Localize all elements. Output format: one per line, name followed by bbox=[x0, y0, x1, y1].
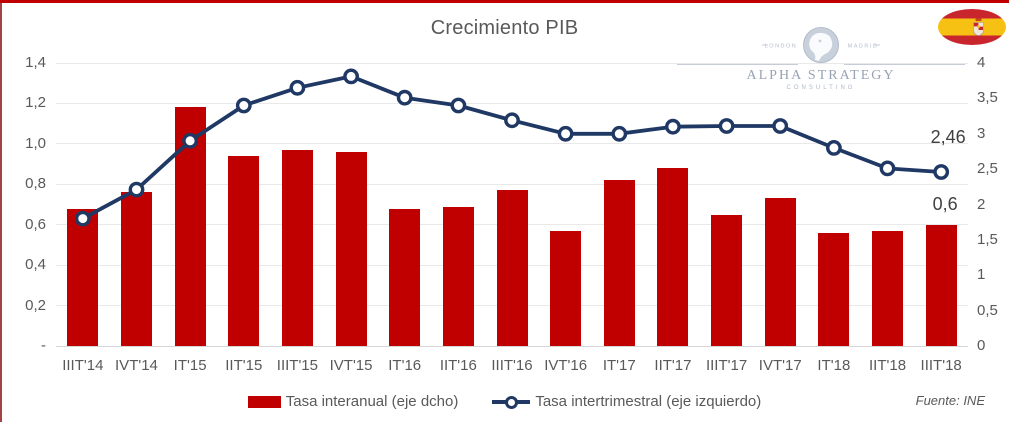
gridline-0-8 bbox=[56, 183, 968, 185]
y-axis-right-label-1-5: 1,5 bbox=[977, 230, 998, 248]
line-marker-IIT-17 bbox=[665, 118, 681, 135]
y-axis-left-label-1-0: 1,0 bbox=[25, 134, 46, 152]
y-axis-right-label-2-5: 2,5 bbox=[977, 160, 998, 178]
x-axis-label-IIIT-14: IIIT'14 bbox=[62, 357, 104, 374]
line-marker-IVT-15 bbox=[343, 68, 359, 85]
company-logo: LONDON MADRID bbox=[677, 27, 965, 65]
bar-IT-17 bbox=[603, 180, 635, 346]
annotation-line-last: 2,46 bbox=[930, 126, 966, 147]
y-axis-right-label-2: 2 bbox=[977, 195, 986, 213]
bar-IVT-14 bbox=[120, 192, 152, 346]
bar-IIIT-16 bbox=[496, 190, 528, 346]
line-marker-IT-18 bbox=[826, 139, 842, 156]
logo-subtitle: CONSULTING bbox=[786, 85, 856, 91]
source-note: Fuente: INE bbox=[915, 393, 985, 408]
line-marker-IIT-18 bbox=[879, 160, 896, 177]
gridline-0 bbox=[56, 345, 968, 347]
lion-head-glyph bbox=[809, 32, 833, 61]
y-axis-left-label-0-4: 0,4 bbox=[25, 256, 46, 274]
gridline-1-2 bbox=[56, 102, 968, 104]
bar-IIT-16 bbox=[442, 206, 474, 346]
flag-crest-icon bbox=[973, 18, 984, 36]
y-axis-left-label-: - bbox=[41, 337, 46, 354]
y-axis-right-label-3-5: 3,5 bbox=[977, 89, 998, 107]
x-axis-label-IIIT-18: IIIT'18 bbox=[920, 357, 962, 374]
y-axis-left-label-1-4: 1,4 bbox=[25, 54, 46, 71]
line-marker-IIIT-15 bbox=[289, 79, 306, 96]
legend: Tasa interanual (eje dcho) Tasa intertrim… bbox=[0, 393, 1009, 410]
line-series bbox=[80, 74, 944, 221]
bar-IVT-15 bbox=[335, 151, 367, 346]
line-marker-IVT-17 bbox=[772, 118, 789, 134]
y-axis-right-label-4: 4 bbox=[977, 54, 986, 71]
logo-name: ALPHA STRATEGY bbox=[746, 68, 896, 83]
y-axis-right-label-3: 3 bbox=[977, 124, 986, 142]
gridline-1-4 bbox=[56, 62, 968, 64]
x-axis-label-IVT-16: IVT'16 bbox=[544, 357, 588, 374]
legend-label: Tasa intertrimestral (eje izquierdo) bbox=[535, 393, 762, 410]
y-axis-right-label-1: 1 bbox=[977, 266, 986, 284]
bar-IVT-16 bbox=[550, 230, 582, 346]
chart-title: Crecimiento PIB bbox=[430, 17, 579, 39]
legend-line-marker-icon bbox=[492, 395, 531, 409]
bar-IIIT-15 bbox=[281, 149, 313, 346]
x-axis-label-IIIT-16: IIIT'16 bbox=[491, 357, 533, 374]
line-marker-IVT-14 bbox=[128, 181, 145, 198]
bar-IVT-17 bbox=[764, 198, 796, 346]
y-axis-left-label-0-2: 0,2 bbox=[25, 296, 46, 314]
line-marker-IT-17 bbox=[611, 125, 628, 142]
y-axis-left-label-1-2: 1,2 bbox=[25, 94, 46, 112]
x-axis-label-IT-17: IT'17 bbox=[602, 357, 636, 374]
x-axis-label-IIT-16: IIT'16 bbox=[439, 357, 477, 374]
logo-city-left: LONDON bbox=[765, 44, 798, 50]
line-marker-IIT-16 bbox=[450, 97, 467, 114]
line-marker-IT-15 bbox=[182, 132, 199, 149]
x-axis-label-IIT-17: IIT'17 bbox=[654, 357, 692, 374]
bar-IIT-15 bbox=[228, 155, 260, 346]
line-marker-IIIT-18 bbox=[933, 164, 950, 180]
gridline-1 bbox=[56, 143, 968, 145]
legend-item-line: Tasa intertrimestral (eje izquierdo) bbox=[492, 393, 761, 410]
legend-item-bar: Tasa interanual (eje dcho) bbox=[247, 393, 459, 410]
legend-line-dot bbox=[505, 395, 519, 409]
line-marker-IIT-15 bbox=[235, 97, 252, 114]
bar-IIIT-17 bbox=[711, 214, 743, 346]
lion-eye bbox=[818, 39, 822, 43]
logo-city-right: MADRID bbox=[848, 44, 879, 50]
line-marker-IIIT-17 bbox=[718, 118, 735, 134]
bar-IIT-17 bbox=[657, 168, 689, 346]
bar-IIIT-14 bbox=[67, 208, 99, 346]
y-axis-right-label-0-5: 0,5 bbox=[977, 301, 998, 319]
bar-IT-18 bbox=[818, 232, 850, 346]
x-axis-label-IT-16: IT'16 bbox=[388, 357, 422, 374]
x-axis-label-IIIT-15: IIIT'15 bbox=[276, 357, 318, 374]
x-axis-label-IVT-14: IVT'14 bbox=[115, 357, 158, 374]
line-marker-IIIT-16 bbox=[504, 112, 520, 129]
bar-IIT-18 bbox=[872, 230, 904, 346]
top-accent-bar bbox=[0, 0, 1009, 3]
y-axis-left-label-0-6: 0,6 bbox=[25, 215, 46, 233]
spain-flag-icon bbox=[938, 9, 1006, 45]
x-axis-label-IVT-17: IVT'17 bbox=[758, 357, 802, 374]
line-marker-IVT-16 bbox=[557, 125, 574, 142]
bar-IIIT-18 bbox=[925, 224, 957, 346]
x-axis-label-IIIT-17: IIIT'17 bbox=[705, 357, 748, 374]
y-axis-left-label-0-8: 0,8 bbox=[25, 175, 46, 193]
x-axis-label-IIT-18: IIT'18 bbox=[869, 357, 907, 374]
x-axis-label-IT-15: IT'15 bbox=[173, 357, 207, 374]
legend-label: Tasa interanual (eje dcho) bbox=[285, 393, 459, 410]
x-axis-label-IT-18: IT'18 bbox=[817, 357, 851, 374]
x-axis-label-IIT-15: IIT'15 bbox=[225, 357, 263, 374]
x-axis-label-IVT-15: IVT'15 bbox=[329, 357, 373, 374]
left-accent-bar bbox=[0, 3, 2, 422]
line-marker-IT-16 bbox=[396, 89, 413, 106]
bar-IT-16 bbox=[389, 208, 421, 346]
y-axis-right-label-0: 0 bbox=[977, 337, 986, 354]
annotation-bar-last: 0,6 bbox=[932, 193, 958, 214]
legend-bar-swatch-icon bbox=[247, 395, 281, 408]
line-marker-IIIT-14 bbox=[74, 210, 91, 227]
